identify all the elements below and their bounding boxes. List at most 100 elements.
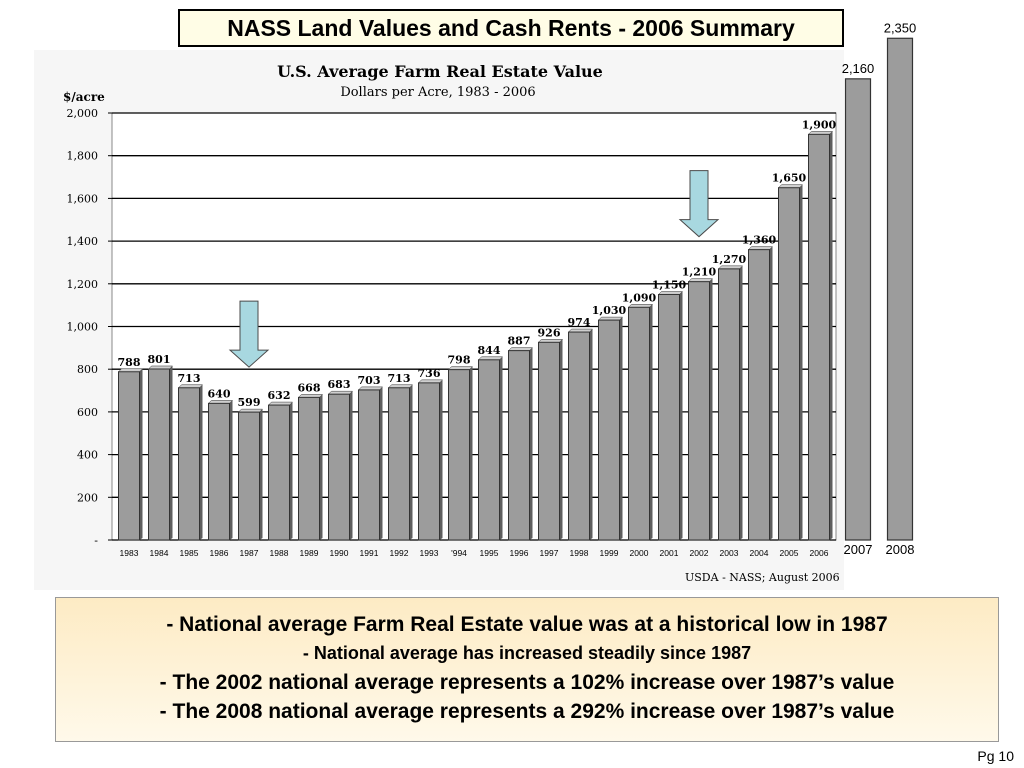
extension-bar (844, 78, 872, 541)
bar (628, 306, 650, 541)
summary-notes: - National average Farm Real Estate valu… (55, 597, 999, 742)
bar-side (139, 368, 143, 540)
x-tick-label: 1991 (360, 548, 379, 558)
extension-value-label: 2,350 (884, 20, 917, 35)
bar (328, 393, 350, 541)
bar-value-label: 887 (508, 335, 531, 348)
page-number: Pg 10 (977, 748, 1014, 764)
x-tick-label: 1996 (510, 548, 529, 558)
bar-value-label: 703 (358, 374, 381, 387)
note-line: - The 2002 national average represents a… (159, 671, 895, 694)
bar-value-label: 713 (178, 372, 201, 385)
bar-value-label: 1,650 (772, 172, 807, 185)
x-tick-label: 1989 (300, 548, 319, 558)
x-tick-label: 2005 (780, 548, 799, 558)
bar-value-label: 1,900 (802, 118, 837, 131)
bar-value-label: 844 (478, 344, 501, 357)
bar (718, 268, 740, 541)
bar-side (619, 317, 623, 540)
y-tick-label: 1,400 (67, 235, 99, 248)
bar-value-label: 1,090 (622, 291, 657, 304)
y-tick-label: 400 (77, 449, 98, 462)
x-tick-label: 1992 (390, 548, 409, 558)
extension-value-label: 2,160 (842, 61, 875, 76)
bar-side (799, 184, 803, 540)
bar-side (439, 379, 443, 540)
y-tick-label: 600 (77, 406, 98, 419)
bar-side (739, 265, 743, 540)
bar-side (709, 278, 713, 540)
x-tick-label: 2002 (690, 548, 709, 558)
bar-side (499, 356, 503, 540)
bar-side (349, 391, 353, 540)
highlight-arrow-1987 (228, 300, 270, 368)
y-tick-label: 1,200 (67, 278, 99, 291)
extension-bar (886, 37, 914, 541)
bar-side (289, 402, 293, 540)
x-tick-label: 1995 (480, 548, 499, 558)
bar-value-label: 1,030 (592, 304, 627, 317)
bar-value-label: 599 (238, 396, 261, 409)
bar (478, 359, 500, 541)
note-line: - National average Farm Real Estate valu… (166, 613, 888, 636)
x-tick-label: 2006 (810, 548, 829, 558)
bar (268, 404, 290, 541)
y-tick-label: 200 (77, 491, 98, 504)
bar-value-label: 798 (448, 354, 471, 367)
bar-value-label: 926 (538, 326, 561, 339)
bar (508, 350, 530, 541)
x-tick-label: 1983 (120, 548, 139, 558)
bar (448, 369, 470, 541)
x-tick-label: 1999 (600, 548, 619, 558)
y-tick-label: 1,600 (67, 192, 99, 205)
extension-year-label: 2008 (886, 542, 915, 557)
source-note: USDA - NASS; August 2006 (685, 571, 840, 584)
bar (658, 293, 680, 541)
bar (238, 411, 260, 541)
bar-value-label: 713 (388, 372, 411, 385)
x-tick-label: 2004 (750, 548, 769, 558)
bar-value-label: 1,360 (742, 234, 777, 247)
bar-value-label: 736 (418, 367, 441, 380)
bar-value-label: 640 (208, 387, 231, 400)
bar-side (199, 384, 203, 540)
bar-side (589, 329, 593, 540)
y-tick-label: 1,800 (67, 150, 99, 163)
bar-side (259, 409, 263, 540)
x-tick-label: 1988 (270, 548, 289, 558)
bar (538, 341, 560, 541)
x-tick-label: 1993 (420, 548, 439, 558)
y-tick-label: 1,000 (67, 321, 99, 334)
bar (148, 368, 170, 541)
bar (118, 371, 140, 541)
x-tick-label: '994 (451, 548, 467, 558)
y-tick-label: 2,000 (67, 107, 99, 120)
x-tick-label: 1998 (570, 548, 589, 558)
bar (598, 319, 620, 541)
x-tick-label: 2003 (720, 548, 739, 558)
bar-side (229, 400, 233, 540)
bar (178, 387, 200, 541)
bar-side (409, 384, 413, 540)
x-tick-label: 2001 (660, 548, 679, 558)
bar-value-label: 1,210 (682, 266, 717, 279)
bar-value-label: 1,150 (652, 278, 687, 291)
chart-subtitle: Dollars per Acre, 1983 - 2006 (340, 85, 535, 100)
bar-side (829, 131, 833, 540)
y-tick-label: 800 (77, 363, 98, 376)
bar-value-label: 788 (118, 356, 141, 369)
x-tick-label: 1986 (210, 548, 229, 558)
chart-title: U.S. Average Farm Real Estate Value (277, 62, 603, 81)
x-tick-label: 1987 (240, 548, 259, 558)
bar (298, 396, 320, 541)
bar-side (649, 304, 653, 540)
x-tick-label: 2000 (630, 548, 649, 558)
x-tick-label: 1984 (150, 548, 169, 558)
y-tick-label: - (94, 534, 98, 547)
bar (418, 382, 440, 541)
bar (568, 331, 590, 541)
bar-value-label: 1,270 (712, 253, 747, 266)
x-tick-label: 1985 (180, 548, 199, 558)
bar-side (469, 366, 473, 540)
